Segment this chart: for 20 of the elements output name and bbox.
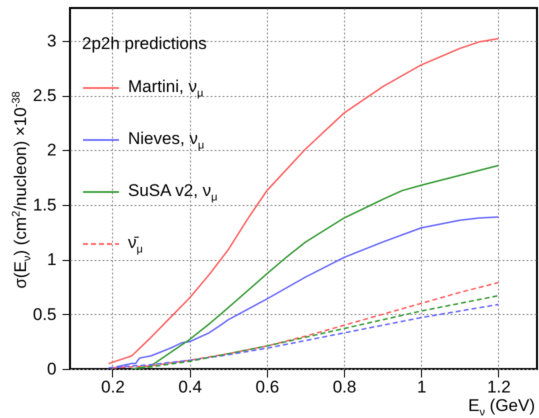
legend-label: SuSA v2, ν$_{μ}$ xyxy=(128,180,218,204)
x-tick-label: 0.2 xyxy=(101,378,125,396)
y-tick-label: 3 xyxy=(47,31,56,50)
x-tick-label: 0.8 xyxy=(332,378,356,396)
x-tick-label: 1 xyxy=(416,378,426,396)
y-tick-label: 2.5 xyxy=(32,86,56,106)
legend-label: ν̄$_{μ}$ xyxy=(128,232,143,256)
x-tick-label: 0.6 xyxy=(256,378,280,396)
y-tick-label: 0 xyxy=(47,360,56,378)
y-tick-label: 1.5 xyxy=(32,195,56,214)
x-tick-label: 1.2 xyxy=(487,378,511,396)
x-axis-title: E$_{ν}$ (GeV) xyxy=(468,396,535,418)
legend-label: Nieves, ν$_{μ}$ xyxy=(128,128,204,152)
x-tick-label: 0.4 xyxy=(178,378,202,396)
line-series xyxy=(112,282,500,369)
legend-label: Martini, ν$_{μ}$ xyxy=(128,76,204,100)
y-tick-label: 1 xyxy=(47,250,56,270)
y-tick-label: 0.5 xyxy=(32,304,56,324)
y-tick-label: 2 xyxy=(47,140,56,160)
legend-title: 2p2h predictions xyxy=(82,33,208,55)
